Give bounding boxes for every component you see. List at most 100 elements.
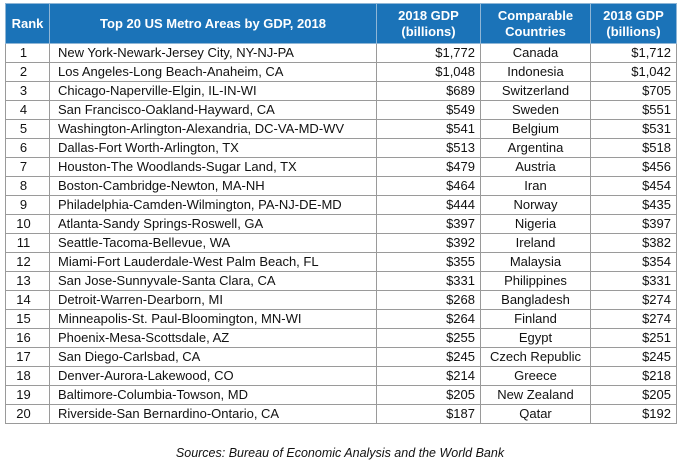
metro-gdp-cell: $513 xyxy=(376,138,481,158)
country-gdp-cell: $331 xyxy=(590,271,677,291)
country-name-cell: Indonesia xyxy=(480,62,591,82)
source-note: Sources: Bureau of Economic Analysis and… xyxy=(175,446,505,460)
country-name-cell: Canada xyxy=(480,43,591,63)
metro-gdp-cell: $214 xyxy=(376,366,481,386)
rank-cell: 7 xyxy=(5,157,50,177)
country-gdp-cell: $251 xyxy=(590,328,677,348)
rank-cell: 17 xyxy=(5,347,50,367)
metro-name-cell: Atlanta-Sandy Springs-Roswell, GA xyxy=(49,214,377,234)
country-gdp-cell: $456 xyxy=(590,157,677,177)
country-gdp-cell: $1,712 xyxy=(590,43,677,63)
country-gdp-cell: $454 xyxy=(590,176,677,196)
header-country-gdp: 2018 GDP (billions) xyxy=(590,3,677,44)
country-name-cell: Qatar xyxy=(480,404,591,424)
country-name-cell: Norway xyxy=(480,195,591,215)
table-row: 9 Philadelphia-Camden-Wilmington, PA-NJ-D… xyxy=(5,195,677,215)
table-row: 17 San Diego-Carlsbad, CA $245 Czech Republ… xyxy=(5,347,677,367)
country-name-cell: New Zealand xyxy=(480,385,591,405)
table-row: 7 Houston-The Woodlands-Sugar Land, TX $47… xyxy=(5,157,677,177)
metro-gdp-cell: $264 xyxy=(376,309,481,329)
rank-cell: 10 xyxy=(5,214,50,234)
metro-gdp-cell: $355 xyxy=(376,252,481,272)
table-row: 16 Phoenix-Mesa-Scottsdale, AZ $255 Egypt $2… xyxy=(5,328,677,348)
metro-name-cell: Chicago-Naperville-Elgin, IL-IN-WI xyxy=(49,81,377,101)
country-name-cell: Egypt xyxy=(480,328,591,348)
metro-gdp-cell: $205 xyxy=(376,385,481,405)
metro-name-cell: Miami-Fort Lauderdale-West Palm Beach, F… xyxy=(49,252,377,272)
country-gdp-cell: $435 xyxy=(590,195,677,215)
header-metro: Top 20 US Metro Areas by GDP, 2018 xyxy=(49,3,377,44)
metro-name-cell: San Diego-Carlsbad, CA xyxy=(49,347,377,367)
country-gdp-cell: $274 xyxy=(590,290,677,310)
rank-cell: 16 xyxy=(5,328,50,348)
metro-gdp-cell: $187 xyxy=(376,404,481,424)
metro-name-cell: Houston-The Woodlands-Sugar Land, TX xyxy=(49,157,377,177)
table-row: 4 San Francisco-Oakland-Hayward, CA $549 Sw… xyxy=(5,100,677,120)
metro-gdp-cell: $1,772 xyxy=(376,43,481,63)
country-gdp-cell: $274 xyxy=(590,309,677,329)
metro-name-cell: San Francisco-Oakland-Hayward, CA xyxy=(49,100,377,120)
table-row: 12 Miami-Fort Lauderdale-West Palm Beach,… xyxy=(5,252,677,272)
metro-name-cell: Philadelphia-Camden-Wilmington, PA-NJ-DE… xyxy=(49,195,377,215)
table-row: 8 Boston-Cambridge-Newton, MA-NH $464 Iran $… xyxy=(5,176,677,196)
header-metro-gdp-line1: 2018 GDP xyxy=(398,7,459,23)
metro-gdp-cell: $392 xyxy=(376,233,481,253)
country-gdp-cell: $1,042 xyxy=(590,62,677,82)
metro-gdp-cell: $541 xyxy=(376,119,481,139)
metro-name-cell: San Jose-Sunnyvale-Santa Clara, CA xyxy=(49,271,377,291)
rank-cell: 14 xyxy=(5,290,50,310)
rank-cell: 4 xyxy=(5,100,50,120)
country-name-cell: Philippines xyxy=(480,271,591,291)
rank-cell: 3 xyxy=(5,81,50,101)
country-name-cell: Czech Republic xyxy=(480,347,591,367)
rank-cell: 5 xyxy=(5,119,50,139)
header-metro-gdp-line2: (billions) xyxy=(401,23,456,39)
table-row: 13 San Jose-Sunnyvale-Santa Clara, CA $331… xyxy=(5,271,677,291)
metro-gdp-cell: $464 xyxy=(376,176,481,196)
metro-gdp-cell: $444 xyxy=(376,195,481,215)
country-name-cell: Sweden xyxy=(480,100,591,120)
header-country-line2: Countries xyxy=(505,23,566,39)
country-name-cell: Iran xyxy=(480,176,591,196)
metro-name-cell: Washington-Arlington-Alexandria, DC-VA-M… xyxy=(49,119,377,139)
table-row: 20 Riverside-San Bernardino-Ontario, CA $1… xyxy=(5,404,677,424)
table-row: 10 Atlanta-Sandy Springs-Roswell, GA $397 N… xyxy=(5,214,677,234)
metro-gdp-cell: $245 xyxy=(376,347,481,367)
metro-name-cell: Phoenix-Mesa-Scottsdale, AZ xyxy=(49,328,377,348)
metro-gdp-cell: $689 xyxy=(376,81,481,101)
metro-name-cell: Riverside-San Bernardino-Ontario, CA xyxy=(49,404,377,424)
metro-name-cell: New York-Newark-Jersey City, NY-NJ-PA xyxy=(49,43,377,63)
country-gdp-cell: $192 xyxy=(590,404,677,424)
country-name-cell: Finland xyxy=(480,309,591,329)
table-row: 19 Baltimore-Columbia-Towson, MD $205 New Z… xyxy=(5,385,677,405)
rank-cell: 6 xyxy=(5,138,50,158)
metro-name-cell: Denver-Aurora-Lakewood, CO xyxy=(49,366,377,386)
rank-cell: 19 xyxy=(5,385,50,405)
rank-cell: 13 xyxy=(5,271,50,291)
metro-name-cell: Boston-Cambridge-Newton, MA-NH xyxy=(49,176,377,196)
rank-cell: 15 xyxy=(5,309,50,329)
country-gdp-cell: $218 xyxy=(590,366,677,386)
country-gdp-cell: $551 xyxy=(590,100,677,120)
header-country: Comparable Countries xyxy=(480,3,591,44)
country-gdp-cell: $397 xyxy=(590,214,677,234)
country-gdp-cell: $354 xyxy=(590,252,677,272)
metro-gdp-cell: $1,048 xyxy=(376,62,481,82)
metro-name-cell: Dallas-Fort Worth-Arlington, TX xyxy=(49,138,377,158)
rank-cell: 20 xyxy=(5,404,50,424)
table-row: 18 Denver-Aurora-Lakewood, CO $214 Greece $2… xyxy=(5,366,677,386)
country-gdp-cell: $531 xyxy=(590,119,677,139)
metro-gdp-cell: $479 xyxy=(376,157,481,177)
rank-cell: 11 xyxy=(5,233,50,253)
table-row: 14 Detroit-Warren-Dearborn, MI $268 Banglad… xyxy=(5,290,677,310)
metro-name-cell: Los Angeles-Long Beach-Anaheim, CA xyxy=(49,62,377,82)
country-gdp-cell: $245 xyxy=(590,347,677,367)
header-country-line1: Comparable xyxy=(497,7,574,23)
country-name-cell: Ireland xyxy=(480,233,591,253)
country-name-cell: Argentina xyxy=(480,138,591,158)
table-row: 5 Washington-Arlington-Alexandria, DC-VA-… xyxy=(5,119,677,139)
table-row: 15 Minneapolis-St. Paul-Bloomington, MN-W… xyxy=(5,309,677,329)
rank-cell: 9 xyxy=(5,195,50,215)
metro-gdp-table: Rank Top 20 US Metro Areas by GDP, 2018 … xyxy=(5,3,677,424)
